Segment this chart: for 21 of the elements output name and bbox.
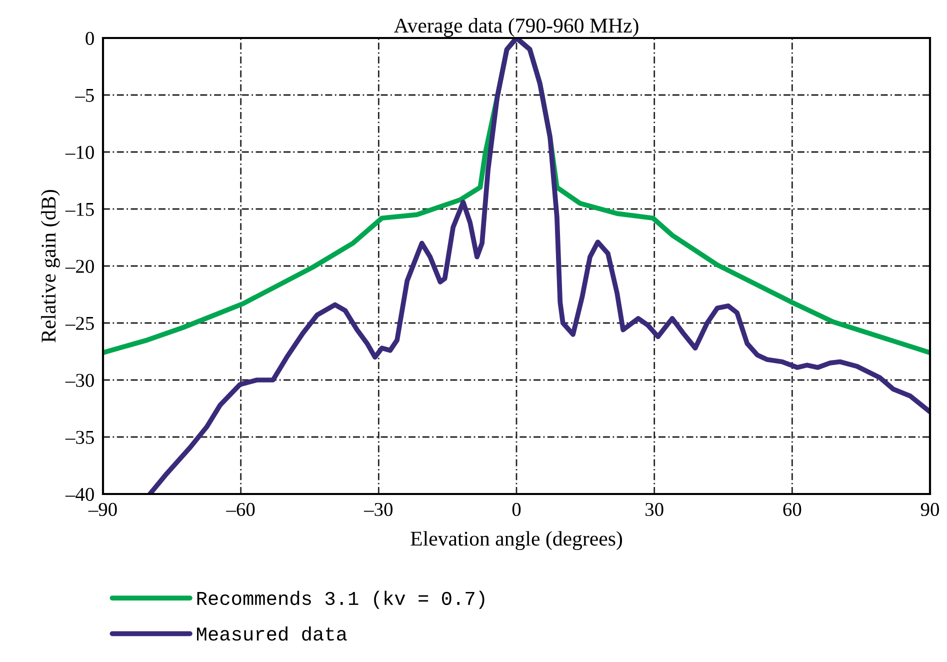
x-tick-label: –30 — [364, 502, 393, 516]
y-tick-label: –15 — [65, 202, 94, 216]
legend-label: Measured data — [197, 626, 347, 641]
x-tick-label: 0 — [512, 502, 521, 516]
y-tick-label: –10 — [65, 146, 94, 159]
x-tick-label: –90 — [88, 502, 117, 516]
x-axis-title: Elevation angle (degrees) — [410, 531, 622, 550]
y-tick-label: –20 — [65, 260, 94, 273]
x-tick-label: –60 — [226, 502, 255, 516]
y-tick-label: –40 — [65, 488, 94, 501]
x-tick-label: 30 — [646, 502, 664, 516]
x-tick-label: 60 — [783, 502, 802, 516]
y-tick-label: 0 — [86, 32, 94, 45]
y-tick-label: –35 — [65, 430, 94, 444]
y-tick-label: –30 — [65, 374, 94, 387]
legend-label: Recommends 3.1 (kv = 0.7) — [197, 590, 484, 609]
chart-title: Average data (790-960 MHz) — [394, 18, 638, 37]
y-axis-title: Relative gain (dB) — [40, 190, 60, 342]
y-tick-label: –5 — [75, 89, 94, 102]
x-tick-label: 90 — [920, 502, 939, 516]
y-tick-label: –25 — [65, 316, 94, 330]
